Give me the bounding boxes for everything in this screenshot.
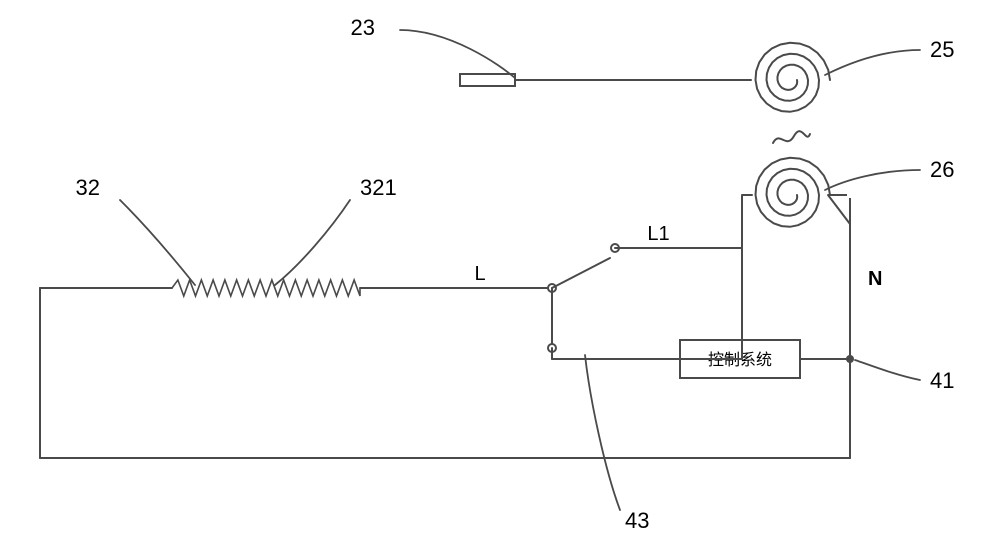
callout-25: 25 bbox=[930, 37, 954, 62]
path-shape bbox=[120, 200, 195, 285]
callout-32: 32 bbox=[76, 175, 100, 200]
path-shape bbox=[756, 158, 831, 227]
path-shape bbox=[855, 360, 920, 380]
wire-label-L: L bbox=[474, 263, 485, 285]
path-shape bbox=[400, 30, 515, 78]
path-shape bbox=[825, 170, 920, 190]
callout-43: 43 bbox=[625, 508, 649, 533]
callout-321: 321 bbox=[360, 175, 397, 200]
path-shape bbox=[773, 131, 810, 143]
path-shape bbox=[275, 200, 350, 285]
line-shape bbox=[828, 195, 850, 224]
callout-41: 41 bbox=[930, 368, 954, 393]
callout-23: 23 bbox=[351, 15, 375, 40]
line-shape bbox=[552, 258, 610, 288]
rect-shape bbox=[460, 74, 515, 86]
path-shape bbox=[825, 50, 920, 75]
callout-26: 26 bbox=[930, 157, 954, 182]
path-shape bbox=[585, 355, 620, 510]
wire-label-L1: L1 bbox=[647, 223, 669, 245]
path-shape bbox=[756, 43, 831, 112]
wire-label-N: N bbox=[868, 268, 882, 290]
rect-shape bbox=[847, 192, 853, 198]
